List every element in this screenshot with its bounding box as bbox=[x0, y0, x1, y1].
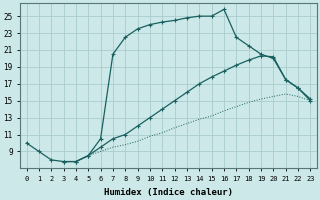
X-axis label: Humidex (Indice chaleur): Humidex (Indice chaleur) bbox=[104, 188, 233, 197]
